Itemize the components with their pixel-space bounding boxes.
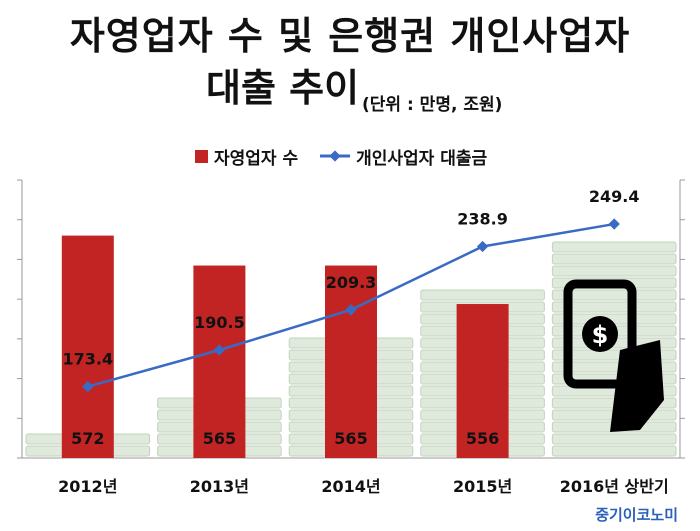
bar-series <box>61 235 509 458</box>
bar <box>325 265 377 458</box>
money-stack-layer <box>551 265 677 277</box>
line-value-label: 238.9 <box>457 210 508 229</box>
legend-label-line: 개인사업자 대출금 <box>356 148 488 169</box>
legend-item-bars: 자영업자 수 <box>195 144 298 169</box>
line-value-label: 249.4 <box>589 187 640 206</box>
x-tick-label: 2016년 상반기 <box>560 477 669 496</box>
chart-legend: 자영업자 수 개인사업자 대출금 <box>195 144 487 169</box>
coin-circle <box>582 316 618 352</box>
bar-value-label: 556 <box>466 429 499 448</box>
cash-hand-icon: $ <box>563 279 664 432</box>
chart-unit-label: (단위 : 만명, 조원) <box>362 95 503 115</box>
chart-title-line2: 대출 추이 <box>206 66 360 110</box>
x-axis-ticks: 2012년 2013년 2014년 2015년 2016년 상반기 <box>58 477 669 496</box>
money-stack-layer <box>551 253 677 265</box>
line-value-label: 190.5 <box>194 313 245 332</box>
watermark: 중기이코노미 <box>595 506 678 524</box>
line-point <box>608 218 620 230</box>
line-point <box>345 304 357 316</box>
x-tick-label: 2013년 <box>190 477 249 496</box>
x-tick-label: 2014년 <box>321 477 380 496</box>
money-stack-layer <box>420 289 545 301</box>
x-tick-label: 2012년 <box>58 477 117 496</box>
money-stack-layer <box>551 433 677 445</box>
phone-outline <box>563 279 637 389</box>
line-value-label: 173.4 <box>62 350 113 369</box>
data-labels: 572 565 565 556 173.4 190.5 209.3 238.9 249.4 <box>62 187 639 448</box>
money-stack-layer <box>551 241 677 253</box>
line-point <box>476 240 489 253</box>
legend-item-line: 개인사업자 대출금 <box>320 144 487 169</box>
bar-value-label: 565 <box>334 429 367 448</box>
dollar-sign: $ <box>592 321 609 349</box>
bar <box>193 265 246 458</box>
x-tick-label: 2015년 <box>453 477 512 496</box>
line-point <box>213 344 226 356</box>
legend-swatch-line <box>320 150 351 162</box>
chart-title: 자영업자 수 및 은행권 개인사업자 <box>69 14 631 58</box>
hand-shape <box>610 340 664 432</box>
bar-value-label: 572 <box>71 429 104 448</box>
money-stack-layer <box>551 289 677 301</box>
legend-label-bars: 자영업자 수 <box>214 148 299 169</box>
bar-value-label: 565 <box>203 429 236 448</box>
line-value-label: 209.3 <box>326 273 377 292</box>
bar <box>456 304 509 458</box>
bar <box>61 235 114 458</box>
money-stack-layer <box>551 445 677 457</box>
money-stack-layer <box>551 301 677 313</box>
legend-swatch-bar <box>195 149 208 163</box>
